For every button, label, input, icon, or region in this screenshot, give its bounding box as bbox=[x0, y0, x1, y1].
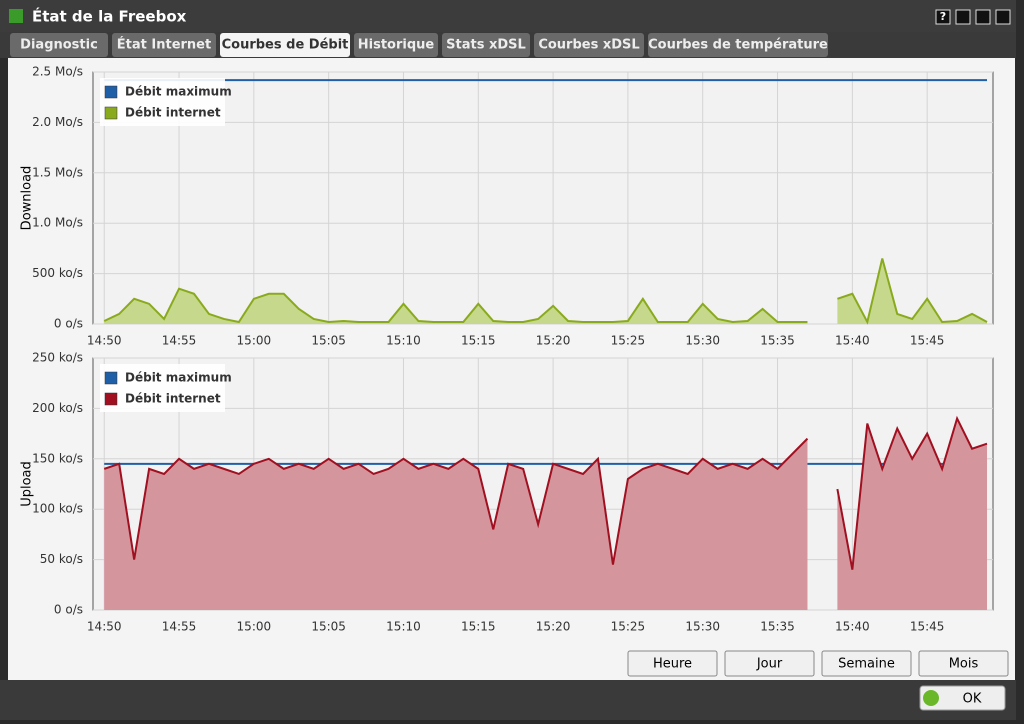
tab[interactable] bbox=[10, 33, 108, 57]
legend-swatch bbox=[104, 392, 118, 406]
title-bar bbox=[0, 0, 1016, 32]
y-tick-label: 500 ko/s bbox=[32, 266, 83, 280]
x-tick-label: 15:20 bbox=[536, 334, 571, 348]
x-tick-label: 15:40 bbox=[835, 620, 870, 634]
help-button[interactable] bbox=[935, 9, 951, 25]
range-buttons: Heure Jour Semaine Mois bbox=[627, 650, 1009, 677]
y-tick-label: 150 ko/s bbox=[32, 451, 83, 465]
ok-icon bbox=[923, 690, 939, 706]
ok-button[interactable] bbox=[919, 685, 1006, 711]
tab[interactable] bbox=[220, 33, 350, 57]
range-button-label: Semaine bbox=[838, 657, 895, 672]
x-tick-label: 15:05 bbox=[311, 620, 346, 634]
x-tick-label: 15:15 bbox=[461, 620, 496, 634]
tab-label: Courbes de température bbox=[648, 38, 828, 53]
x-tick-label: 14:55 bbox=[162, 620, 197, 634]
legend-swatch bbox=[104, 106, 118, 120]
y-tick-label: 1.0 Mo/s bbox=[32, 216, 83, 230]
range-button[interactable] bbox=[918, 650, 1009, 677]
legend-swatch bbox=[104, 371, 118, 385]
y-tick-label: 0 o/s bbox=[54, 317, 83, 331]
legend-label: Débit internet bbox=[125, 392, 221, 406]
legend bbox=[100, 364, 225, 412]
y-tick-label: 0 o/s bbox=[54, 603, 83, 617]
x-tick-label: 15:20 bbox=[536, 620, 571, 634]
tab[interactable] bbox=[648, 33, 828, 57]
tab[interactable] bbox=[112, 33, 216, 57]
x-tick-label: 15:05 bbox=[311, 334, 346, 348]
x-tick-label: 15:00 bbox=[237, 620, 272, 634]
tab-label: Historique bbox=[358, 38, 435, 53]
area bbox=[837, 258, 988, 324]
ok-label: OK bbox=[963, 692, 982, 707]
x-tick-label: 14:50 bbox=[87, 334, 122, 348]
tab-label: Courbes de Débit bbox=[222, 38, 349, 53]
plot-area bbox=[92, 71, 994, 325]
y-tick-label: 250 ko/s bbox=[32, 351, 83, 365]
range-button-label: Heure bbox=[653, 657, 692, 672]
tab-label: Diagnostic bbox=[20, 38, 98, 53]
y-tick-label: 1.5 Mo/s bbox=[32, 165, 83, 179]
area bbox=[837, 418, 988, 610]
tab-label: Stats xDSL bbox=[446, 38, 526, 53]
x-tick-label: 15:00 bbox=[237, 334, 272, 348]
y-tick-label: 200 ko/s bbox=[32, 401, 83, 415]
legend-label: Débit maximum bbox=[125, 85, 232, 99]
range-button[interactable] bbox=[821, 650, 912, 677]
help-glyph: ? bbox=[940, 10, 946, 23]
area bbox=[104, 438, 808, 610]
x-tick-label: 15:45 bbox=[910, 334, 945, 348]
line bbox=[837, 258, 988, 325]
line bbox=[103, 287, 808, 324]
tabs: Diagnostic État Internet Courbes de Débit H… bbox=[10, 33, 828, 57]
legend-label: Débit internet bbox=[125, 106, 221, 120]
legend-swatch bbox=[104, 85, 118, 99]
y-axis-label: Download bbox=[20, 166, 35, 231]
range-button-label: Jour bbox=[756, 657, 783, 672]
x-tick-label: 14:50 bbox=[87, 620, 122, 634]
y-tick-label: 100 ko/s bbox=[32, 502, 83, 516]
x-tick-label: 15:25 bbox=[611, 334, 646, 348]
charts: 0 o/s 500 ko/s 1.0 Mo/s 1.5 Mo/s 2.0 Mo/s 2.5… bbox=[20, 65, 994, 634]
legend bbox=[100, 78, 225, 126]
tab-label: État Internet bbox=[117, 37, 211, 53]
line bbox=[836, 415, 988, 570]
close-button[interactable] bbox=[995, 9, 1011, 25]
tab[interactable] bbox=[354, 33, 438, 57]
x-tick-label: 15:30 bbox=[685, 620, 720, 634]
x-tick-label: 15:35 bbox=[760, 620, 795, 634]
tab-label: Courbes xDSL bbox=[538, 38, 639, 53]
y-axis-label: Upload bbox=[20, 461, 35, 507]
x-tick-label: 15:35 bbox=[760, 334, 795, 348]
x-tick-label: 15:40 bbox=[835, 334, 870, 348]
x-tick-label: 15:10 bbox=[386, 620, 421, 634]
window-title: État de la Freebox bbox=[32, 7, 187, 26]
minimize-button[interactable] bbox=[955, 9, 971, 25]
x-tick-label: 15:25 bbox=[611, 620, 646, 634]
x-tick-label: 15:10 bbox=[386, 334, 421, 348]
bottom-bar bbox=[0, 680, 1016, 720]
tab[interactable] bbox=[534, 33, 644, 57]
range-button-label: Mois bbox=[949, 657, 979, 672]
x-tick-label: 15:15 bbox=[461, 334, 496, 348]
range-button[interactable] bbox=[627, 650, 718, 677]
app-icon bbox=[9, 9, 23, 23]
y-tick-label: 50 ko/s bbox=[40, 552, 83, 566]
line bbox=[103, 437, 809, 565]
y-tick-label: 2.5 Mo/s bbox=[32, 65, 83, 79]
range-button[interactable] bbox=[724, 650, 815, 677]
x-tick-label: 14:55 bbox=[162, 334, 197, 348]
legend-label: Débit maximum bbox=[125, 371, 232, 385]
y-tick-label: 2.0 Mo/s bbox=[32, 115, 83, 129]
area bbox=[104, 288, 808, 324]
maximize-button[interactable] bbox=[975, 9, 991, 25]
x-tick-label: 15:45 bbox=[910, 620, 945, 634]
x-tick-label: 15:30 bbox=[685, 334, 720, 348]
tab[interactable] bbox=[442, 33, 530, 57]
